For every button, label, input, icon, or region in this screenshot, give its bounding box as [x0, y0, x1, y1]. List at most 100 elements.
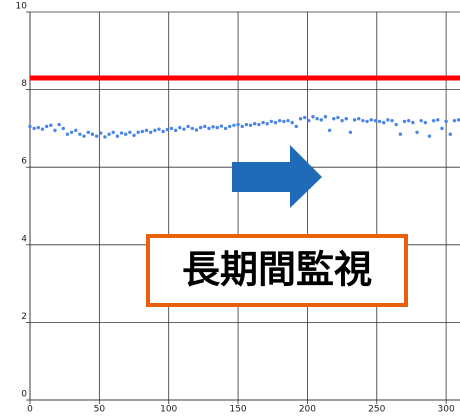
- point: [144, 128, 149, 133]
- point: [440, 126, 444, 131]
- x-tick-label: 300: [438, 405, 455, 415]
- point: [386, 118, 390, 122]
- point: [344, 117, 348, 121]
- point: [53, 128, 57, 133]
- point: [69, 130, 74, 134]
- point: [74, 128, 78, 133]
- point: [36, 125, 41, 130]
- y-tick-label: 4: [21, 234, 27, 244]
- point: [223, 126, 228, 131]
- point: [406, 118, 411, 123]
- point: [32, 126, 36, 131]
- point: [157, 127, 161, 131]
- point: [427, 134, 432, 138]
- x-tick-label: 200: [299, 405, 316, 415]
- point: [136, 130, 140, 134]
- point: [265, 122, 269, 126]
- point: [211, 125, 215, 129]
- point: [99, 131, 103, 135]
- point: [107, 132, 111, 136]
- point: [436, 118, 440, 122]
- point: [207, 126, 211, 131]
- point: [419, 118, 423, 123]
- point: [286, 118, 290, 123]
- point: [148, 130, 153, 134]
- point: [161, 129, 165, 134]
- point: [398, 132, 403, 136]
- point: [232, 123, 236, 127]
- point: [248, 123, 253, 127]
- point: [415, 130, 419, 134]
- point: [103, 135, 107, 139]
- point: [44, 124, 49, 129]
- point: [253, 122, 257, 126]
- point: [194, 128, 199, 132]
- annotation: 長期間監視: [182, 248, 372, 292]
- point: [240, 124, 244, 129]
- point: [49, 123, 53, 127]
- point: [203, 124, 207, 129]
- x-tick-label: 0: [27, 405, 33, 415]
- point: [423, 120, 428, 125]
- point: [448, 132, 452, 136]
- point: [94, 134, 99, 138]
- point: [365, 119, 369, 124]
- point: [269, 119, 274, 124]
- point: [411, 120, 415, 125]
- point: [132, 133, 136, 138]
- point: [244, 122, 249, 127]
- point: [236, 122, 240, 127]
- point: [119, 131, 124, 135]
- point: [290, 120, 294, 125]
- point: [402, 119, 407, 124]
- point: [332, 117, 336, 121]
- point: [382, 120, 386, 125]
- arrow: [232, 145, 322, 208]
- point: [65, 132, 70, 136]
- point: [377, 119, 382, 124]
- x-tick-label: 150: [229, 405, 246, 415]
- x-tick-label: 100: [160, 405, 177, 415]
- point: [61, 126, 65, 131]
- point: [111, 130, 115, 134]
- x-tick-label: 50: [94, 405, 106, 415]
- point: [115, 134, 120, 138]
- point: [273, 120, 278, 125]
- annotation-box: [146, 234, 408, 307]
- point: [90, 132, 95, 136]
- point: [431, 118, 436, 123]
- point: [228, 124, 232, 129]
- y-tick-label: 8: [21, 79, 27, 89]
- point: [357, 117, 361, 121]
- point: [323, 115, 328, 119]
- point: [182, 127, 186, 131]
- point: [86, 130, 90, 134]
- point: [352, 118, 357, 122]
- point: [173, 128, 178, 133]
- point: [169, 126, 174, 131]
- point: [57, 122, 61, 127]
- point: [336, 115, 340, 120]
- point: [78, 132, 82, 136]
- point: [215, 125, 219, 130]
- point: [452, 118, 457, 123]
- point: [456, 118, 460, 122]
- y-tick-label: 0: [21, 390, 27, 400]
- point: [327, 128, 332, 133]
- point: [340, 118, 344, 123]
- point: [302, 115, 307, 120]
- point: [319, 118, 323, 122]
- y-tick-label: 2: [21, 312, 27, 322]
- point: [348, 130, 353, 134]
- point: [361, 118, 365, 123]
- x-tick-label: 250: [368, 405, 385, 415]
- point: [373, 118, 378, 123]
- point: [28, 124, 32, 129]
- point: [369, 118, 373, 122]
- point: [390, 118, 394, 123]
- point: [40, 127, 45, 131]
- point: [128, 130, 132, 134]
- point: [178, 125, 182, 130]
- point: [82, 134, 86, 138]
